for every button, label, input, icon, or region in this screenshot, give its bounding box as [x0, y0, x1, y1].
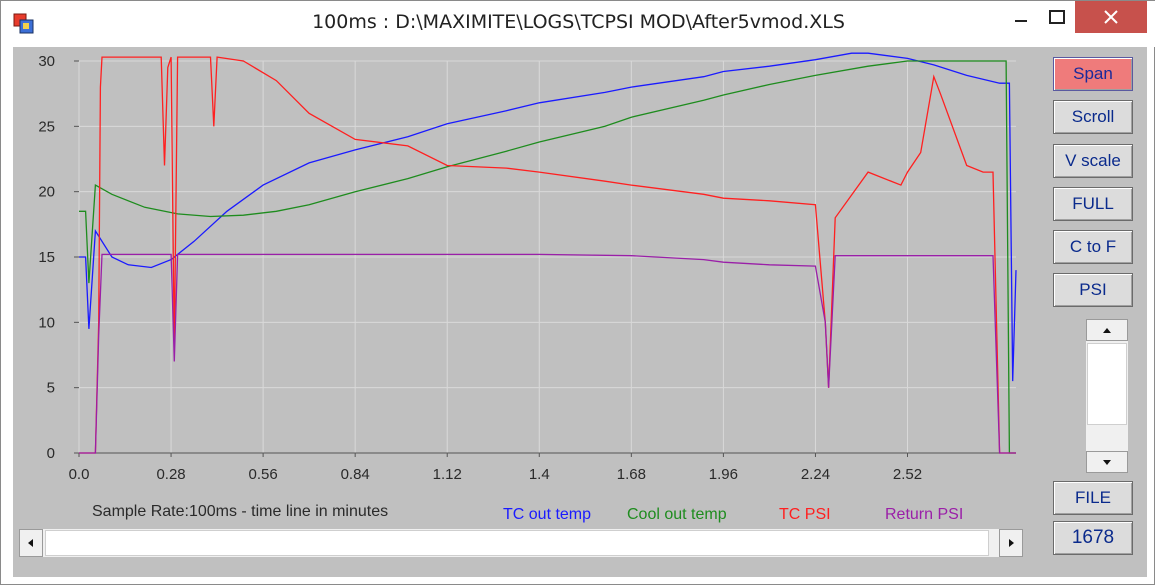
- vertical-scrollbar[interactable]: [1086, 319, 1128, 473]
- series-line-tc-out-temp: [79, 52, 1017, 382]
- x-tick-label: 1.12: [433, 466, 462, 483]
- x-tick-label: 0.84: [341, 466, 370, 483]
- x-tick-label: 1.4: [529, 466, 550, 483]
- app-icon[interactable]: [13, 13, 35, 35]
- x-tick-label: 1.68: [617, 466, 646, 483]
- arrow-right-icon: [1009, 539, 1014, 547]
- maximize-button[interactable]: [1039, 1, 1075, 33]
- x-tick-label: 1.96: [709, 466, 738, 483]
- psi-button[interactable]: PSI: [1053, 273, 1133, 307]
- horizontal-scrollbar[interactable]: [19, 529, 1023, 557]
- close-button[interactable]: [1075, 1, 1147, 33]
- horizontal-scroll-thumb[interactable]: [45, 530, 989, 556]
- y-tick-label: 25: [38, 118, 55, 135]
- y-tick-label: 10: [38, 314, 55, 331]
- x-tick-label: 0.56: [249, 466, 278, 483]
- x-tick-label: 2.52: [893, 466, 922, 483]
- y-tick-label: 0: [47, 445, 55, 462]
- y-tick-label: 5: [47, 380, 55, 397]
- legend-cool-out-temp: Cool out temp: [627, 506, 727, 523]
- scroll-right-button[interactable]: [999, 529, 1023, 557]
- close-icon: [1104, 10, 1118, 24]
- sample-count-display: 1678: [1053, 521, 1133, 555]
- x-tick-label: 2.24: [801, 466, 830, 483]
- scroll-left-button[interactable]: [19, 529, 43, 557]
- minimize-button[interactable]: [1003, 1, 1039, 33]
- maximize-icon: [1049, 10, 1065, 24]
- window-title: 100ms : D:\MAXIMITE\LOGS\TCPSI MOD\After…: [312, 11, 845, 33]
- chart: 0.0 0.28 0.56 0.84 1.12 1.4 1.68 1.96 2.24 2.52 0 5…: [38, 52, 1017, 523]
- series-line-tc-psi: [79, 56, 1016, 454]
- arrow-left-icon: [28, 539, 33, 547]
- series-line-return-psi: [79, 253, 1016, 454]
- title-bar[interactable]: 100ms : D:\MAXIMITE\LOGS\TCPSI MOD\After…: [1, 1, 1155, 47]
- sample-rate-caption: Sample Rate:100ms - time line in minutes: [92, 503, 389, 520]
- series-line-cool-out-temp: [79, 60, 1016, 454]
- arrow-down-icon: [1103, 460, 1111, 465]
- vscale-button[interactable]: V scale: [1053, 144, 1133, 178]
- file-button[interactable]: FILE: [1053, 481, 1133, 515]
- x-tick-label: 0.0: [69, 466, 90, 483]
- legend-tc-psi: TC PSI: [779, 506, 831, 523]
- y-tick-label: 30: [38, 53, 55, 70]
- vertical-scroll-thumb[interactable]: [1087, 343, 1127, 425]
- legend-tc-out-temp: TC out temp: [503, 506, 591, 523]
- scroll-button[interactable]: Scroll: [1053, 100, 1133, 134]
- legend-return-psi: Return PSI: [885, 506, 963, 523]
- span-button[interactable]: Span: [1053, 57, 1133, 91]
- scroll-up-button[interactable]: [1086, 319, 1128, 341]
- minimize-icon: [1015, 20, 1027, 22]
- full-button[interactable]: FULL: [1053, 187, 1133, 221]
- arrow-up-icon: [1103, 328, 1111, 333]
- x-tick-label: 0.28: [156, 466, 185, 483]
- scroll-down-button[interactable]: [1086, 451, 1128, 473]
- client-area: 0.0 0.28 0.56 0.84 1.12 1.4 1.68 1.96 2.24 2.52 0 5…: [13, 47, 1147, 577]
- y-tick-label: 20: [38, 184, 55, 201]
- y-tick-label: 15: [38, 249, 55, 266]
- c-to-f-button[interactable]: C to F: [1053, 230, 1133, 264]
